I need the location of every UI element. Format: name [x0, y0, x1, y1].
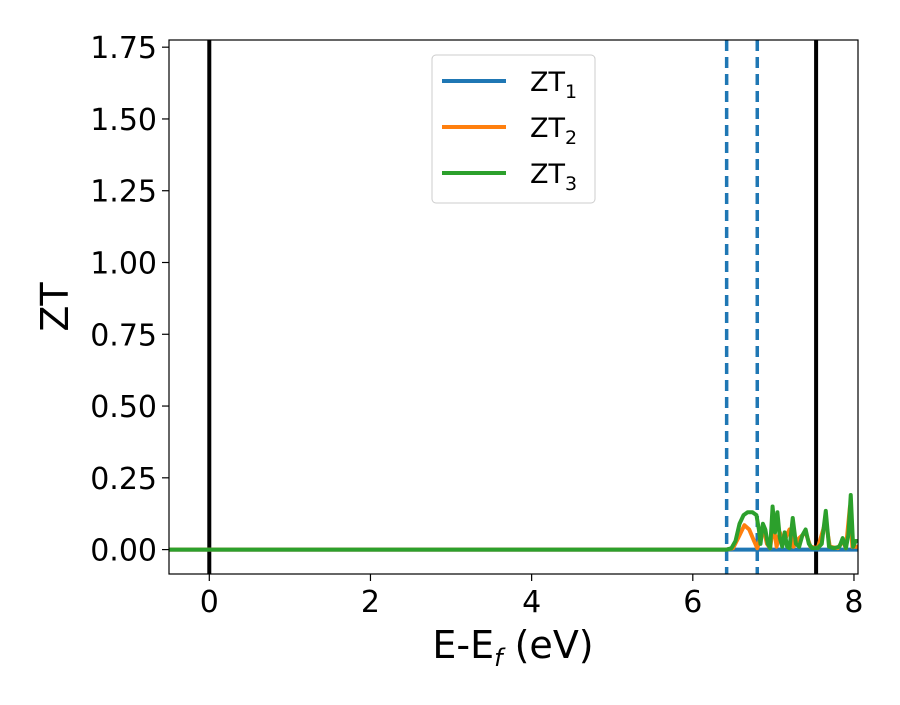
series-line-zt3: [169, 493, 858, 552]
legend-label-zt1: ZT1: [530, 67, 577, 103]
plot-frame: [168, 39, 859, 575]
x-tick-label: 2: [361, 585, 380, 620]
legend-label-zt2: ZT2: [530, 113, 577, 149]
legend: ZT1 ZT2 ZT3: [431, 54, 596, 204]
legend-frame: [431, 54, 596, 204]
x-axis-title: E-Ef (eV): [432, 623, 593, 672]
y-tick-label: 0.25: [90, 462, 157, 497]
vertical-reference-lines: [207, 40, 819, 574]
legend-label-zt3: ZT3: [530, 159, 577, 195]
x-tick-label: 8: [844, 585, 863, 620]
y-tick-label: 0.00: [90, 534, 157, 569]
series-lines: [169, 493, 858, 552]
x-tick-label: 6: [683, 585, 702, 620]
x-tick-label: 4: [522, 585, 541, 620]
y-axis-title: ZT: [33, 282, 77, 332]
y-axis-ticks: 0.00 0.25 0.50 0.75 1.00 1.25 1.50 1.75: [90, 31, 169, 569]
y-tick-label: 0.50: [90, 390, 157, 425]
y-tick-label: 1.50: [90, 103, 157, 138]
x-axis-ticks: 0 2 4 6 8: [200, 574, 864, 620]
y-tick-label: 1.00: [90, 247, 157, 282]
x-tick-label: 0: [200, 585, 219, 620]
y-tick-label: 1.75: [90, 31, 157, 66]
y-tick-label: 1.25: [90, 175, 157, 210]
y-tick-label: 0.75: [90, 318, 157, 353]
